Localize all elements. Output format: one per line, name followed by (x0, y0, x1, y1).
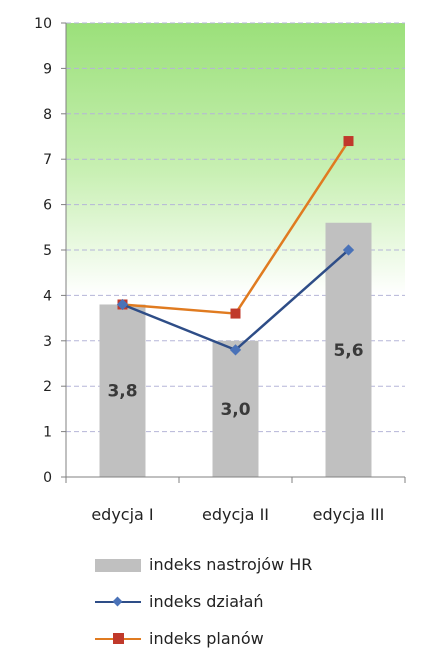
legend-swatch-line-square (95, 629, 143, 649)
legend-label: indeks nastrojów HR (149, 555, 313, 574)
y-tick-label: 5 (43, 243, 52, 259)
data-point (342, 244, 355, 256)
bar (99, 304, 146, 477)
legend: indeks nastrojów HR indeks działań indek… (95, 546, 312, 657)
y-tick-label: 7 (43, 152, 52, 168)
y-tick-label: 10 (34, 16, 52, 32)
bar-data-label: 3,8 (107, 382, 137, 402)
legend-item-plany: indeks planów (95, 620, 312, 657)
y-tick-label: 2 (43, 379, 52, 395)
legend-item-dzialania: indeks działań (95, 583, 312, 620)
legend-swatch-bar (95, 555, 143, 575)
data-point (229, 344, 242, 356)
legend-label: indeks planów (149, 629, 264, 648)
y-tick-label: 8 (43, 107, 52, 123)
legend-item-nastroje: indeks nastrojów HR (95, 546, 312, 583)
legend-label: indeks działań (149, 592, 264, 611)
y-tick-label: 9 (43, 61, 52, 77)
y-tick-label: 6 (43, 198, 52, 214)
data-point (230, 308, 241, 319)
data-point (343, 136, 354, 147)
bar-data-label: 3,0 (220, 400, 250, 420)
bar-data-label: 5,6 (333, 341, 363, 361)
legend-swatch-line-diamond (95, 592, 143, 612)
x-tick-label: edycja I (91, 505, 153, 524)
bar (212, 340, 259, 477)
x-tick-label: edycja II (202, 505, 269, 524)
y-tick-label: 4 (43, 288, 52, 304)
x-tick-label: edycja III (313, 505, 385, 524)
y-tick-label: 1 (43, 425, 52, 441)
y-tick-label: 0 (43, 470, 52, 486)
y-tick-label: 3 (43, 334, 52, 350)
